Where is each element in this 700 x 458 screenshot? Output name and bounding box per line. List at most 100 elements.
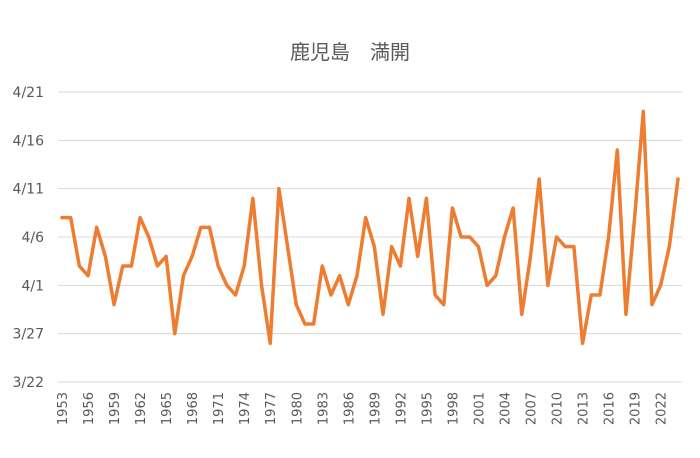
chart-title: 鹿児島 満開 — [290, 40, 410, 64]
data-point — [537, 177, 541, 181]
x-tick-label: 2001 — [472, 392, 487, 425]
data-point — [286, 245, 290, 249]
data-point — [459, 235, 463, 239]
x-tick-label: 2019 — [629, 392, 644, 425]
data-point — [416, 254, 420, 258]
data-point — [355, 274, 359, 278]
data-point — [181, 274, 185, 278]
data-point — [494, 274, 498, 278]
data-point — [407, 196, 411, 200]
y-tick-label: 4/16 — [13, 133, 45, 149]
data-point — [450, 206, 454, 210]
data-point — [398, 264, 402, 268]
data-point — [164, 254, 168, 258]
x-tick-label: 1977 — [264, 392, 279, 425]
data-point — [312, 322, 316, 326]
y-axis-ticks: 3/22 3/27 4/1 4/6 4/11 4/16 4/21 — [13, 85, 45, 391]
data-point — [242, 264, 246, 268]
x-tick-label: 2004 — [498, 392, 513, 425]
data-point — [320, 264, 324, 268]
data-point — [667, 245, 671, 249]
data-point — [641, 109, 645, 113]
x-tick-label: 1998 — [446, 392, 461, 425]
y-tick-label: 4/21 — [13, 85, 44, 101]
x-tick-label: 1959 — [108, 392, 123, 425]
data-point — [511, 206, 515, 210]
data-point — [476, 245, 480, 249]
gridlines — [58, 91, 682, 383]
data-point — [69, 216, 73, 220]
data-point — [390, 245, 394, 249]
data-point — [650, 303, 654, 307]
y-tick-label: 4/1 — [21, 278, 44, 294]
data-point — [60, 216, 64, 220]
data-point — [103, 254, 107, 258]
data-point — [112, 303, 116, 307]
data-point — [381, 312, 385, 316]
data-point — [372, 245, 376, 249]
data-point — [633, 216, 637, 220]
data-point — [199, 225, 203, 229]
data-point — [433, 293, 437, 297]
data-point — [155, 264, 159, 268]
data-point — [468, 235, 472, 239]
x-tick-label: 1953 — [56, 392, 71, 425]
data-point — [207, 225, 211, 229]
y-tick-label: 4/6 — [21, 230, 44, 246]
data-point — [138, 216, 142, 220]
data-point — [563, 245, 567, 249]
x-tick-label: 1962 — [134, 392, 149, 425]
x-axis-ticks: 1953 1956 1959 1962 1965 1968 1971 1974 1977 1980… — [56, 392, 670, 425]
data-point — [659, 283, 663, 287]
x-tick-label: 1992 — [394, 392, 409, 425]
x-tick-label: 2016 — [603, 392, 618, 425]
data-point — [546, 283, 550, 287]
data-point — [225, 283, 229, 287]
data-point — [364, 216, 368, 220]
data-point — [234, 293, 238, 297]
data-point — [676, 177, 680, 181]
x-tick-label: 1989 — [368, 392, 383, 425]
x-tick-label: 1965 — [160, 392, 175, 425]
data-point — [624, 312, 628, 316]
data-point — [520, 312, 524, 316]
x-tick-label: 1980 — [290, 392, 305, 425]
y-tick-label: 4/11 — [13, 182, 44, 198]
x-tick-label: 2007 — [525, 392, 540, 425]
data-point — [338, 274, 342, 278]
data-point — [95, 225, 99, 229]
data-point — [607, 235, 611, 239]
data-point — [589, 293, 593, 297]
data-point — [485, 283, 489, 287]
data-point — [346, 303, 350, 307]
data-point — [502, 235, 506, 239]
data-point — [216, 264, 220, 268]
data-point — [86, 274, 90, 278]
data-point — [442, 303, 446, 307]
data-point — [251, 196, 255, 200]
x-tick-label: 1983 — [316, 392, 331, 425]
y-tick-label: 3/22 — [13, 375, 44, 391]
data-point — [329, 293, 333, 297]
data-point — [581, 341, 585, 345]
x-tick-label: 2022 — [655, 392, 670, 425]
x-tick-label: 1956 — [82, 392, 97, 425]
data-point — [572, 245, 576, 249]
x-tick-label: 2010 — [551, 392, 566, 425]
data-point — [424, 196, 428, 200]
data-point — [77, 264, 81, 268]
x-tick-label: 2013 — [577, 392, 592, 425]
data-point — [294, 303, 298, 307]
data-point — [615, 148, 619, 152]
data-point — [260, 283, 264, 287]
series-layer — [60, 109, 680, 346]
data-point — [555, 235, 559, 239]
data-point — [190, 254, 194, 258]
data-point — [121, 264, 125, 268]
y-tick-label: 3/27 — [13, 327, 44, 343]
data-point — [173, 332, 177, 336]
data-point — [303, 322, 307, 326]
x-tick-label: 1974 — [238, 392, 253, 425]
